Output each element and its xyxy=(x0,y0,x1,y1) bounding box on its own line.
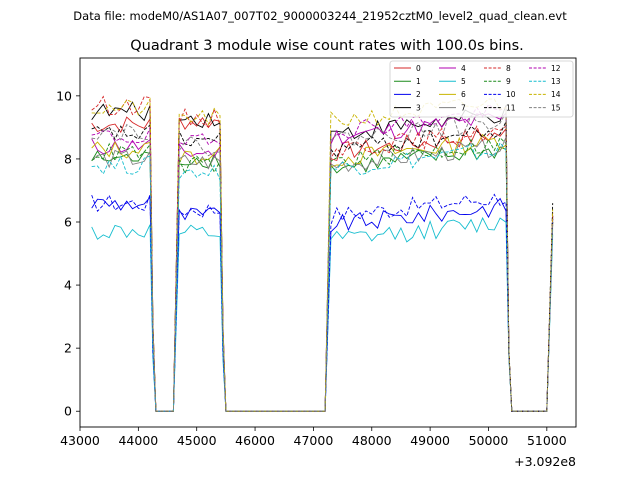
y-tick-label: 10 xyxy=(56,88,72,103)
y-tick-label: 0 xyxy=(64,404,72,419)
y-tick-label: 2 xyxy=(64,341,72,356)
y-tick-label: 8 xyxy=(64,151,72,166)
legend-label-11: 11 xyxy=(506,103,516,112)
legend-label-10: 10 xyxy=(506,90,516,99)
legend-label-0: 0 xyxy=(416,64,421,73)
legend-label-13: 13 xyxy=(551,77,561,86)
legend-label-5: 5 xyxy=(461,77,466,86)
plot-frame xyxy=(79,57,577,428)
y-tick-label: 6 xyxy=(64,215,72,230)
series-layer xyxy=(91,95,554,412)
legend-label-6: 6 xyxy=(461,90,466,99)
series-line-3 xyxy=(91,101,554,412)
x-tick-label: 49000 xyxy=(410,433,450,448)
legend-label-9: 9 xyxy=(506,77,511,86)
x-offset-label: +3.092e8 xyxy=(514,454,576,469)
x-tick-label: 51000 xyxy=(527,433,567,448)
legend-label-8: 8 xyxy=(506,64,511,73)
chart-title: Quadrant 3 module wise count rates with … xyxy=(130,38,524,54)
series-line-1 xyxy=(91,146,554,412)
series-line-5 xyxy=(91,216,554,412)
legend-label-7: 7 xyxy=(461,103,466,112)
series-line-2 xyxy=(91,196,554,412)
x-tick-label: 50000 xyxy=(469,433,509,448)
legend-box xyxy=(389,60,574,118)
series-line-11 xyxy=(91,121,554,412)
series-line-10 xyxy=(91,193,554,412)
legend-label-3: 3 xyxy=(416,103,421,112)
legend-label-1: 1 xyxy=(416,77,421,86)
x-tick-label: 47000 xyxy=(294,433,334,448)
series-line-9 xyxy=(91,137,554,412)
y-tick-label: 4 xyxy=(64,278,72,293)
x-tick-label: 46000 xyxy=(235,433,275,448)
series-line-6 xyxy=(91,133,554,412)
axis-ticks: 43000 44000 45000 46000 47000 48000 49000 50000… xyxy=(56,88,567,448)
series-line-4 xyxy=(91,112,554,412)
x-tick-label: 43000 xyxy=(60,433,100,448)
series-line-13 xyxy=(91,141,554,412)
series-line-7 xyxy=(91,137,554,412)
chart-suptitle: Data file: modeM0/AS1A07_007T02_90000032… xyxy=(73,9,567,23)
series-line-8 xyxy=(91,95,554,412)
legend-label-14: 14 xyxy=(551,90,561,99)
series-line-0 xyxy=(91,116,554,412)
series-line-14 xyxy=(91,97,554,412)
legend-label-4: 4 xyxy=(461,64,466,73)
legend-label-2: 2 xyxy=(416,90,421,99)
series-line-15 xyxy=(91,110,554,412)
x-tick-label: 48000 xyxy=(352,433,392,448)
legend-label-12: 12 xyxy=(551,64,561,73)
legend-label-15: 15 xyxy=(551,103,561,112)
x-tick-label: 44000 xyxy=(118,433,158,448)
x-tick-label: 45000 xyxy=(177,433,217,448)
